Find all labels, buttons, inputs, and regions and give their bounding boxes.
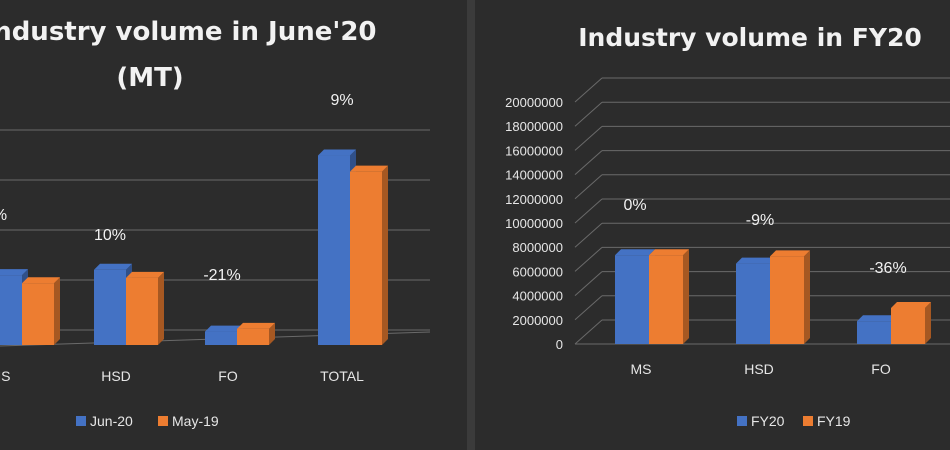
chart-june20: MS% HSD 10% FO -21% TOTAL 9% Industry volume i… <box>0 17 431 429</box>
gridline-depth <box>574 319 603 345</box>
legend: FY20 FY19 <box>737 413 851 429</box>
gridline-depth <box>574 77 603 103</box>
legend-label-fy19: FY19 <box>817 413 851 429</box>
category-label: HSD <box>744 361 774 377</box>
bar-may-19-total <box>350 165 388 345</box>
gridline-depth <box>574 198 603 224</box>
growth-label: 0% <box>623 197 646 214</box>
y-tick-label: 16000000 <box>505 143 563 158</box>
category-label: FO <box>218 368 238 384</box>
category-label: HSD <box>101 368 131 384</box>
category-label: FO <box>871 361 891 377</box>
legend-label-jun20: Jun-20 <box>90 413 133 429</box>
y-tick-label: 0 <box>556 337 563 352</box>
gridline-depth <box>574 126 603 151</box>
gridline-depth <box>574 174 603 200</box>
bar-fy20-ms <box>615 249 655 344</box>
growth-label: % <box>0 207 7 224</box>
growth-label: -36% <box>869 260 906 277</box>
chart-title-line1: Industry volume in June'20 <box>0 17 376 47</box>
legend-label-fy20: FY20 <box>751 413 785 429</box>
y-tick-label: 10000000 <box>505 216 563 231</box>
gridline-depth <box>574 150 603 175</box>
growth-label: -9% <box>746 212 774 229</box>
category-label: MS <box>631 361 652 377</box>
gridline-depth <box>574 222 603 248</box>
y-tick-label: 12000000 <box>505 192 563 207</box>
legend-swatch-fy19 <box>803 416 813 426</box>
category-label: MS <box>0 368 11 384</box>
growth-label: -21% <box>203 267 240 284</box>
bar-may-19-hsd <box>126 271 164 345</box>
category-label: TOTAL <box>320 368 364 384</box>
y-tick-label: 2000000 <box>512 313 563 328</box>
y-tick-label: 18000000 <box>505 119 563 134</box>
legend-swatch-may19 <box>158 416 168 426</box>
bar-may-19-fo <box>237 322 275 345</box>
bar-fy19-hsd <box>770 250 810 344</box>
legend-label-may19: May-19 <box>172 413 219 429</box>
y-tick-label: 8000000 <box>512 240 563 255</box>
legend-swatch-jun20 <box>76 416 86 426</box>
legend-swatch-fy20 <box>737 416 747 426</box>
y-tick-label: 4000000 <box>512 289 563 304</box>
gridline-depth <box>574 295 603 321</box>
bar-fy19-ms <box>649 249 689 344</box>
bar-fy19-fo <box>891 302 931 344</box>
gridline-depth <box>574 101 603 127</box>
growth-label: 9% <box>330 92 353 109</box>
y-tick-label: 6000000 <box>512 264 563 279</box>
chart-title-line2: (MT) <box>116 63 183 93</box>
gridline-depth <box>574 247 603 272</box>
growth-label: 10% <box>94 227 126 244</box>
chart-divider <box>467 0 475 450</box>
bar-may-19-ms <box>22 277 60 345</box>
y-tick-label: 20000000 <box>505 95 563 110</box>
legend: Jun-20 May-19 <box>76 413 219 429</box>
gridline-depth <box>574 271 603 296</box>
chart-title: Industry volume in FY20 <box>578 23 922 52</box>
y-tick-label: 14000000 <box>505 168 563 183</box>
